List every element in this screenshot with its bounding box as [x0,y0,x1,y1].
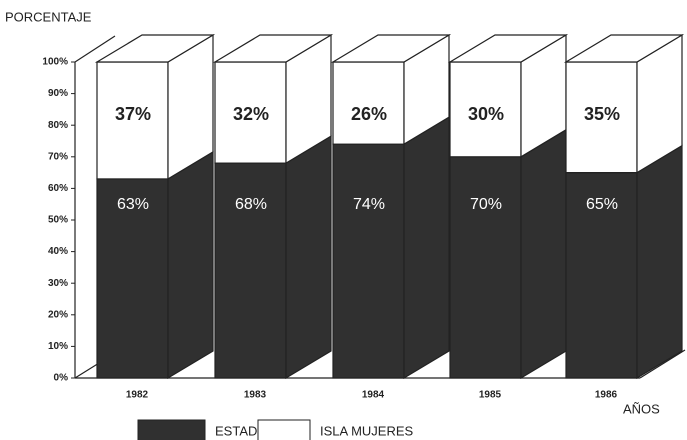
bar-top [212,34,334,63]
y-tick-label: 100% [42,57,68,68]
value-label: 35% [584,104,620,124]
bar-top [330,34,452,63]
value-label: 68% [235,196,267,213]
y-tick-label: 20% [48,309,68,320]
bar-side [167,150,214,380]
bar-top [447,34,569,63]
value-label: 30% [468,104,504,124]
bar-segment [565,61,638,174]
value-label: 65% [586,196,618,213]
y-tick-label: 10% [48,341,68,352]
bar-segment [96,178,169,379]
bar-segment [214,162,287,379]
floor-edge [639,349,686,379]
legend-label: ISLA MUJERES [320,423,414,438]
x-axis-label: AÑOS [623,401,660,416]
bar-segment [449,156,522,379]
y-tick-label: 50% [48,215,68,226]
x-tick-label: 1984 [362,390,385,401]
bar-side [403,116,450,380]
bar-segment [332,61,405,145]
wall-edge [74,35,116,63]
y-tick-label: 80% [48,120,68,131]
y-tick-label: 90% [48,88,68,99]
legend-swatch [137,419,206,440]
y-tick-label: 0% [54,373,69,384]
y-tick-label: 40% [48,246,68,257]
bar-top [94,34,216,63]
bar-side [636,144,683,380]
value-label: 32% [233,104,269,124]
bar-segment [565,172,638,379]
bar-segment [214,61,287,164]
legend-label: ESTADO [215,423,268,438]
bar-segment [332,143,405,379]
value-label: 63% [117,196,149,213]
value-label: 37% [115,104,151,124]
x-tick-label: 1982 [126,390,149,401]
y-tick-label: 70% [48,151,68,162]
legend-swatch [257,419,311,440]
value-label: 74% [353,196,385,213]
x-tick-label: 1983 [244,390,267,401]
y-tick-label: 60% [48,183,68,194]
bar-side [285,135,332,380]
bar-top [563,34,685,63]
bar-segment [96,61,169,180]
x-tick-label: 1985 [479,390,502,401]
value-label: 70% [470,196,502,213]
x-tick-label: 1986 [595,390,618,401]
bar-segment [449,61,522,158]
value-label: 26% [351,104,387,124]
bar-side [520,128,567,380]
y-tick-label: 30% [48,278,68,289]
y-axis-label: PORCENTAJE [5,9,92,24]
